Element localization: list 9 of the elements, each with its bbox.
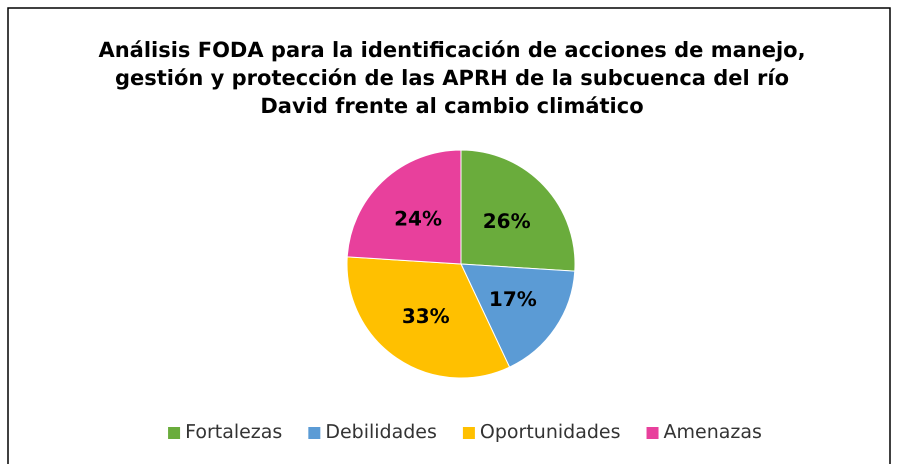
legend-label: Debilidades xyxy=(325,421,437,443)
legend-label: Fortalezas xyxy=(185,421,282,443)
data-label: 17% xyxy=(488,287,537,312)
chart-title: Análisis FODA para la identificación de acciones de manejo, gestión y protección de las APRH de la subcuenca del río David frente al cambio climático xyxy=(98,38,806,118)
legend-label: Oportunidades xyxy=(480,421,621,443)
data-label: 33% xyxy=(402,304,450,328)
data-label: 24% xyxy=(394,206,442,230)
data-label: 26% xyxy=(482,209,531,234)
legend-label: Amenazas xyxy=(664,421,762,443)
